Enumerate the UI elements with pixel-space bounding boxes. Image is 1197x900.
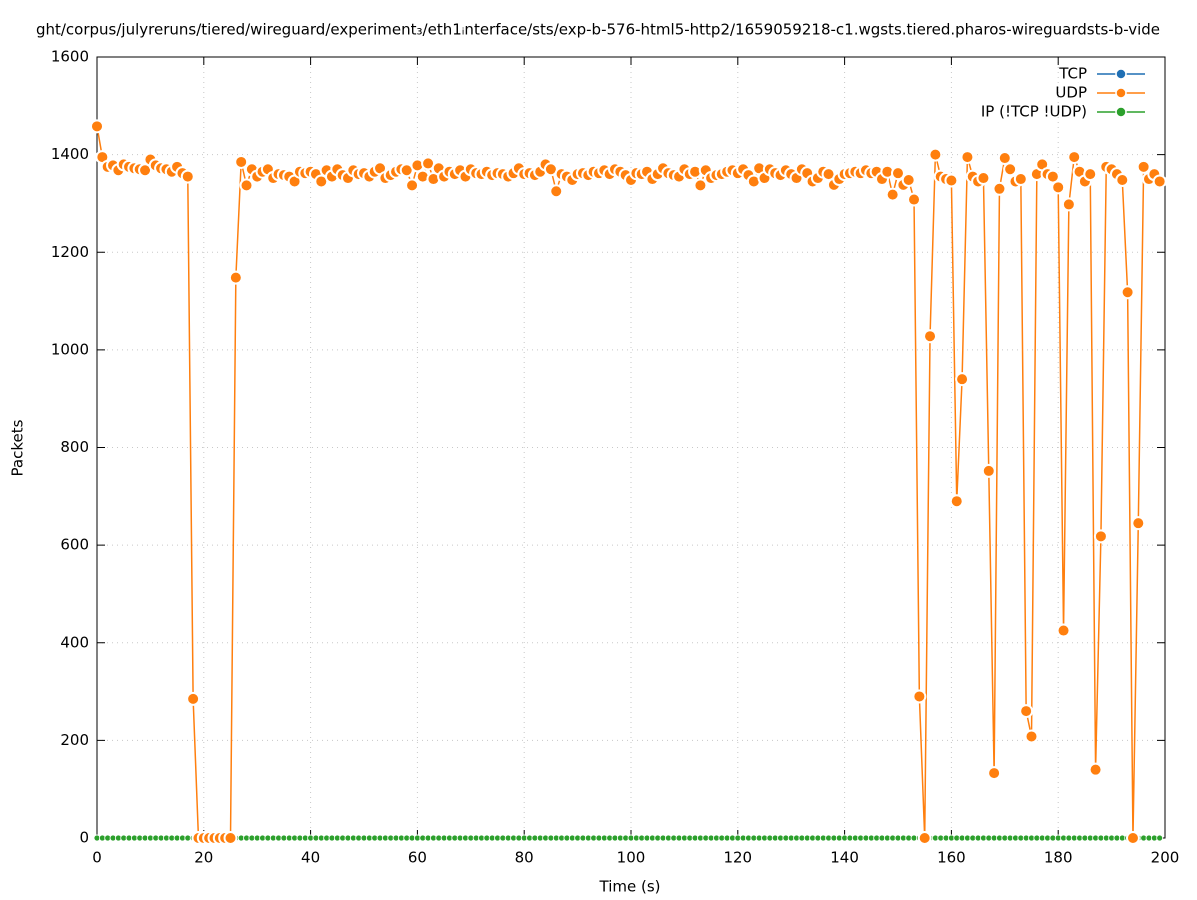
legend-marker xyxy=(1115,106,1127,118)
data-point xyxy=(891,166,905,181)
data-point xyxy=(1045,169,1060,184)
data-point xyxy=(901,173,916,188)
y-tick-label: 1200 xyxy=(51,243,89,261)
data-point xyxy=(1051,180,1066,195)
x-tick-label: 0 xyxy=(92,849,102,867)
x-tick-label: 80 xyxy=(515,849,534,867)
data-point xyxy=(186,691,201,706)
data-point xyxy=(234,154,249,169)
y-tick-label: 1600 xyxy=(51,48,89,66)
data-point xyxy=(693,178,708,193)
series-line xyxy=(96,126,1161,839)
data-point xyxy=(955,372,970,387)
y-tick-label: 1400 xyxy=(51,145,89,163)
data-point xyxy=(1083,167,1098,182)
data-point xyxy=(549,184,564,199)
data-point xyxy=(1019,704,1034,719)
data-point xyxy=(1120,285,1135,300)
y-tick-label: 200 xyxy=(60,731,89,749)
legend-label: IP (!TCP !UDP) xyxy=(981,103,1087,121)
data-point xyxy=(944,173,959,188)
data-point xyxy=(992,181,1007,196)
x-tick-label: 20 xyxy=(194,849,213,867)
chart-title: ght/corpus/julyreruns/tiered/wireguard/e… xyxy=(36,21,1160,39)
x-tick-label: 160 xyxy=(937,849,966,867)
x-tick-label: 40 xyxy=(301,849,320,867)
data-point xyxy=(405,178,420,193)
data-point xyxy=(180,169,195,184)
y-tick-label: 600 xyxy=(60,536,89,554)
data-point xyxy=(90,119,104,134)
x-tick-label: 140 xyxy=(830,849,859,867)
data-point xyxy=(997,151,1012,166)
y-tick-label: 0 xyxy=(79,829,89,847)
data-point xyxy=(949,494,964,509)
data-point xyxy=(1156,834,1164,842)
data-point xyxy=(1067,150,1082,165)
data-point xyxy=(1061,197,1076,212)
data-point xyxy=(1093,529,1108,544)
data-point xyxy=(1131,516,1146,531)
data-point xyxy=(981,463,996,478)
data-point xyxy=(923,329,938,344)
data-point xyxy=(239,178,254,193)
legend-label: TCP xyxy=(1058,65,1087,83)
data-point xyxy=(1003,162,1018,177)
data-point xyxy=(917,831,932,845)
legend-marker xyxy=(1115,87,1127,99)
x-tick-label: 180 xyxy=(1044,849,1073,867)
y-tick-label: 400 xyxy=(60,633,89,651)
data-point xyxy=(1152,174,1167,189)
data-point xyxy=(976,171,991,186)
data-point xyxy=(223,831,238,845)
data-point xyxy=(1088,762,1103,777)
data-point xyxy=(1115,173,1130,188)
data-point xyxy=(907,192,922,207)
data-point xyxy=(885,187,900,202)
data-point xyxy=(987,766,1002,781)
data-point xyxy=(1013,172,1028,187)
x-tick-label: 100 xyxy=(617,849,646,867)
data-point xyxy=(912,689,927,704)
legend-marker xyxy=(1115,68,1127,80)
data-point xyxy=(960,150,975,165)
y-tick-label: 800 xyxy=(60,438,89,456)
data-point xyxy=(1136,159,1151,174)
x-tick-label: 120 xyxy=(723,849,752,867)
x-axis-label: Time (s) xyxy=(599,878,661,896)
legend-label: UDP xyxy=(1055,84,1087,102)
y-axis-label: Packets xyxy=(9,419,27,476)
data-point xyxy=(1125,831,1140,845)
data-point xyxy=(928,147,943,162)
data-point xyxy=(228,270,243,285)
x-tick-label: 60 xyxy=(408,849,427,867)
data-point xyxy=(1024,729,1039,744)
x-tick-label: 200 xyxy=(1151,849,1180,867)
data-point xyxy=(1056,623,1071,638)
y-tick-label: 1000 xyxy=(51,340,89,358)
